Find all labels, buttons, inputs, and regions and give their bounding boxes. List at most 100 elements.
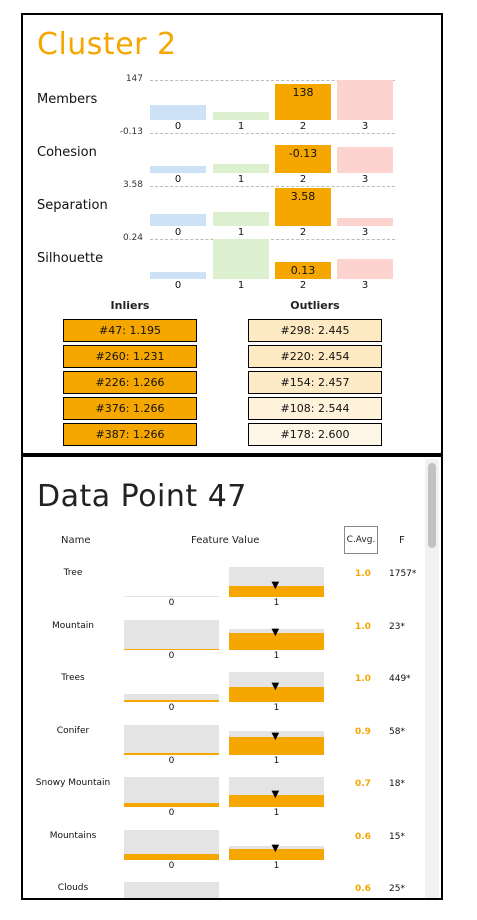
metric-bar-cluster-3[interactable]	[337, 259, 393, 279]
cavg-sort-header[interactable]: C.Avg.	[344, 526, 378, 554]
metric-bar-cluster-0[interactable]	[150, 166, 206, 173]
metric-category-tick: 3	[361, 121, 369, 132]
metric-bar-cluster-0[interactable]	[150, 105, 206, 120]
feature-value-tick: 1	[273, 598, 280, 608]
inlier-item[interactable]: #47: 1.195	[63, 319, 197, 342]
feature-name[interactable]: Mountain	[52, 621, 94, 631]
cluster-panel: Cluster 2 147 Members 0 1 2 3 138 -0.13 Cohesion…	[21, 13, 443, 455]
value-marker-icon: ▼	[271, 843, 280, 854]
metric-max-label: 147	[125, 74, 143, 84]
metric-name: Members	[37, 92, 98, 107]
metric-bar-cluster-2[interactable]	[275, 84, 331, 120]
metric-bar-cluster-3[interactable]	[337, 147, 393, 173]
feature-distribution-bar[interactable]	[124, 882, 219, 898]
feature-name[interactable]: Mountains	[49, 831, 97, 841]
outlier-item[interactable]: #178: 2.600	[248, 423, 382, 446]
inlier-item[interactable]: #226: 1.266	[63, 371, 197, 394]
feature-f-value: 18*	[389, 779, 405, 789]
feature-value-tick: 0	[168, 598, 175, 608]
feature-distribution-bar[interactable]	[124, 777, 219, 807]
metric-category-tick: 0	[174, 121, 182, 132]
feature-distribution-bar[interactable]	[124, 694, 219, 702]
metric-bar-cluster-3[interactable]	[337, 80, 393, 120]
feature-value-tick: 0	[168, 703, 175, 713]
feature-cluster-bar[interactable]	[229, 633, 324, 650]
metric-category-tick: 3	[361, 174, 369, 185]
feature-f-value: 58*	[389, 727, 405, 737]
metric-bar-cluster-3[interactable]	[337, 218, 393, 226]
scrollbar-track[interactable]	[425, 459, 439, 898]
data-point-panel: Data Point 47 Name Feature Value C.Avg. …	[21, 455, 443, 900]
name-column-header: Name	[61, 535, 91, 546]
metric-bar-cluster-1[interactable]	[213, 112, 269, 120]
feature-f-value: 25*	[389, 884, 405, 894]
metric-category-tick: 1	[237, 121, 245, 132]
feature-name[interactable]: Conifer	[56, 726, 90, 736]
feature-value-tick: 0	[168, 651, 175, 661]
feature-value-tick: 0	[168, 808, 175, 818]
metric-max-line	[150, 80, 395, 81]
metric-max-line	[150, 186, 395, 187]
feature-value-tick: 0	[168, 861, 175, 871]
inliers-header: Inliers	[110, 299, 150, 312]
feature-f-value: 15*	[389, 832, 405, 842]
inlier-item[interactable]: #387: 1.266	[63, 423, 197, 446]
feature-f-value: 1757*	[389, 569, 417, 579]
metric-bar-cluster-1[interactable]	[213, 212, 269, 226]
metric-category-tick: 0	[174, 227, 182, 238]
metric-bar-cluster-0[interactable]	[150, 214, 206, 226]
highlight-value-label: 3.58	[290, 190, 316, 203]
metric-max-line	[150, 239, 395, 240]
feature-cavg: 1.0	[355, 622, 371, 632]
inlier-item[interactable]: #260: 1.231	[63, 345, 197, 368]
feature-cavg: 0.7	[355, 779, 371, 789]
feature-cluster-bar[interactable]	[229, 849, 324, 860]
outlier-item[interactable]: #298: 2.445	[248, 319, 382, 342]
outlier-item[interactable]: #154: 2.457	[248, 371, 382, 394]
feature-value-tick: 1	[273, 861, 280, 871]
feature-cluster-bar[interactable]	[229, 586, 324, 597]
outlier-item[interactable]: #220: 2.454	[248, 345, 382, 368]
feature-cluster-bar[interactable]	[229, 795, 324, 807]
feature-value-column-header: Feature Value	[191, 535, 260, 546]
feature-cluster-bar[interactable]	[124, 753, 219, 755]
metric-bar-cluster-1[interactable]	[213, 164, 269, 173]
feature-distribution-bar[interactable]	[124, 725, 219, 755]
metric-bar-cluster-2[interactable]	[275, 188, 331, 226]
metric-category-tick: 0	[174, 280, 182, 291]
feature-cluster-bar[interactable]	[124, 803, 219, 807]
metric-category-tick: 2	[299, 174, 307, 185]
metric-bar-cluster-0[interactable]	[150, 272, 206, 279]
metric-category-tick: 3	[361, 280, 369, 291]
feature-name[interactable]: Trees	[61, 673, 85, 683]
value-marker-icon: ▼	[271, 627, 280, 638]
feature-cluster-bar[interactable]	[229, 687, 324, 702]
feature-cluster-bar[interactable]	[124, 854, 219, 860]
feature-distribution-bar[interactable]	[124, 620, 219, 650]
value-marker-icon: ▼	[271, 580, 280, 591]
feature-name[interactable]: Clouds	[57, 883, 89, 893]
feature-name[interactable]: Tree	[63, 568, 83, 578]
feature-cluster-bar[interactable]	[229, 737, 324, 755]
scrollbar-thumb[interactable]	[428, 463, 436, 548]
feature-distribution-bar[interactable]	[124, 596, 219, 597]
inlier-item[interactable]: #376: 1.266	[63, 397, 197, 420]
metric-category-tick: 2	[299, 280, 307, 291]
value-marker-icon: ▼	[271, 789, 280, 800]
feature-cavg: 0.6	[355, 832, 371, 842]
metric-category-tick: 1	[237, 227, 245, 238]
metric-bar-cluster-1[interactable]	[213, 239, 269, 279]
feature-cavg: 0.6	[355, 884, 371, 894]
f-column-header: F	[399, 535, 405, 546]
metric-bar-cluster-2[interactable]	[275, 145, 331, 173]
outlier-item[interactable]: #108: 2.544	[248, 397, 382, 420]
feature-cluster-bar[interactable]	[124, 700, 219, 702]
feature-name[interactable]: Snowy Mountain	[35, 778, 111, 788]
metric-category-tick: 1	[237, 280, 245, 291]
metric-max-label: 3.58	[122, 180, 143, 190]
feature-cavg: 0.9	[355, 727, 371, 737]
feature-cluster-bar[interactable]	[124, 649, 219, 650]
feature-value-tick: 1	[273, 808, 280, 818]
metric-bar-cluster-2[interactable]	[275, 262, 331, 279]
value-marker-icon: ▼	[271, 681, 280, 692]
